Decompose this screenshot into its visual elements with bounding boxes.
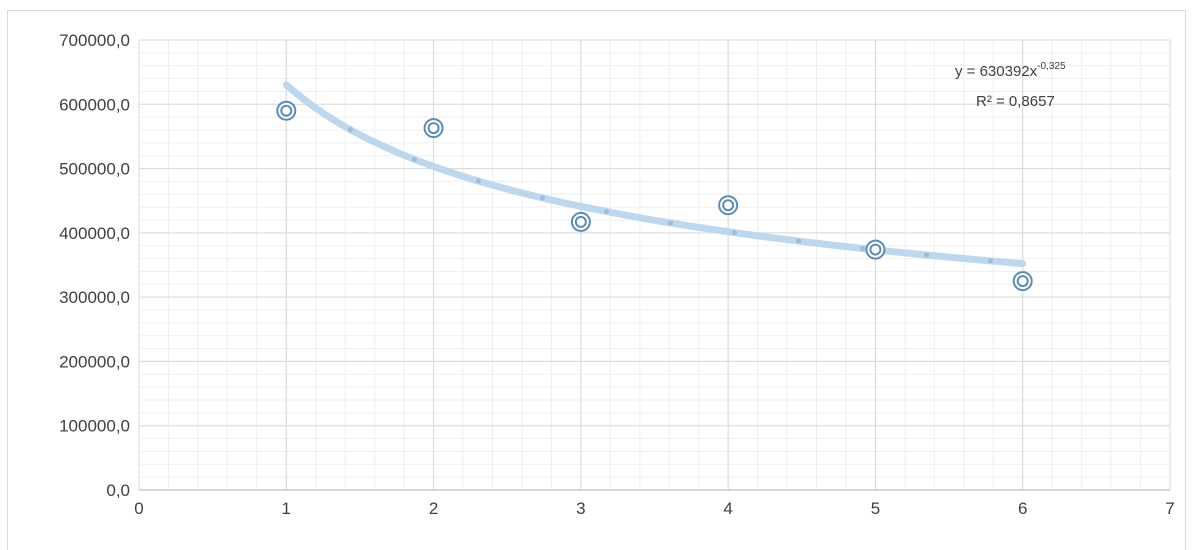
y-tick-label: 700000,0 <box>59 31 130 50</box>
x-tick-label: 6 <box>1018 499 1027 518</box>
y-tick-label: 600000,0 <box>59 95 130 114</box>
trendline-path <box>282 81 1027 268</box>
y-tick-label: 100000,0 <box>59 417 130 436</box>
trendline-marker-dot <box>988 258 994 264</box>
data-point-inner-ring <box>280 104 293 117</box>
data-point <box>423 118 444 139</box>
trendline-marker-dot <box>796 238 802 244</box>
y-tick-label: 200000,0 <box>59 352 130 371</box>
equation-prefix: y = 630392x <box>955 63 1038 80</box>
data-point-inner-ring <box>574 215 587 228</box>
x-tick-label: 5 <box>871 499 880 518</box>
x-tick-label: 0 <box>134 499 143 518</box>
x-tick-label: 2 <box>429 499 438 518</box>
trendline-group <box>282 81 1027 268</box>
trendline-marker-dot <box>475 178 481 184</box>
data-point-inner-ring <box>1016 275 1029 288</box>
tick-labels: 0,0 100000,0 200000,0 300000,0 400000,0 50000… <box>59 31 1175 518</box>
y-tick-label: 400000,0 <box>59 224 130 243</box>
trendline-marker-dot <box>668 220 674 226</box>
y-tick-label: 500000,0 <box>59 160 130 179</box>
x-tick-label: 4 <box>723 499 732 518</box>
x-tick-label: 7 <box>1165 499 1174 518</box>
trendline-marker-dot <box>860 245 866 251</box>
trendline-equation: y = 630392x-0,325 R² = 0,8657 <box>955 61 1066 110</box>
major-gridlines <box>138 39 1171 491</box>
data-point <box>865 239 886 260</box>
data-point <box>1012 271 1033 292</box>
data-point <box>276 100 297 121</box>
equation-exponent: -0,325 <box>1037 61 1066 72</box>
trendline-marker-dot <box>732 230 738 236</box>
data-point <box>718 195 739 216</box>
data-point-inner-ring <box>427 122 440 135</box>
trendline-marker-dot <box>924 252 930 258</box>
x-tick-label: 3 <box>576 499 585 518</box>
chart-frame <box>7 10 1186 550</box>
trendline-marker-dot <box>603 209 609 215</box>
data-point-inner-ring <box>869 243 882 256</box>
data-point-inner-ring <box>722 199 735 212</box>
trendline-marker-dot <box>347 127 353 133</box>
r-squared-text: R² = 0,8657 <box>976 93 1055 110</box>
data-point <box>570 211 591 232</box>
trendline-equation-text: y = 630392x-0,325 <box>955 61 1066 80</box>
trendline-marker-dot <box>539 195 545 201</box>
y-tick-label: 300000,0 <box>59 288 130 307</box>
data-points <box>276 100 1033 292</box>
trendline-marker-dot <box>411 156 417 162</box>
y-tick-label: 0,0 <box>106 481 130 500</box>
x-tick-label: 1 <box>282 499 291 518</box>
